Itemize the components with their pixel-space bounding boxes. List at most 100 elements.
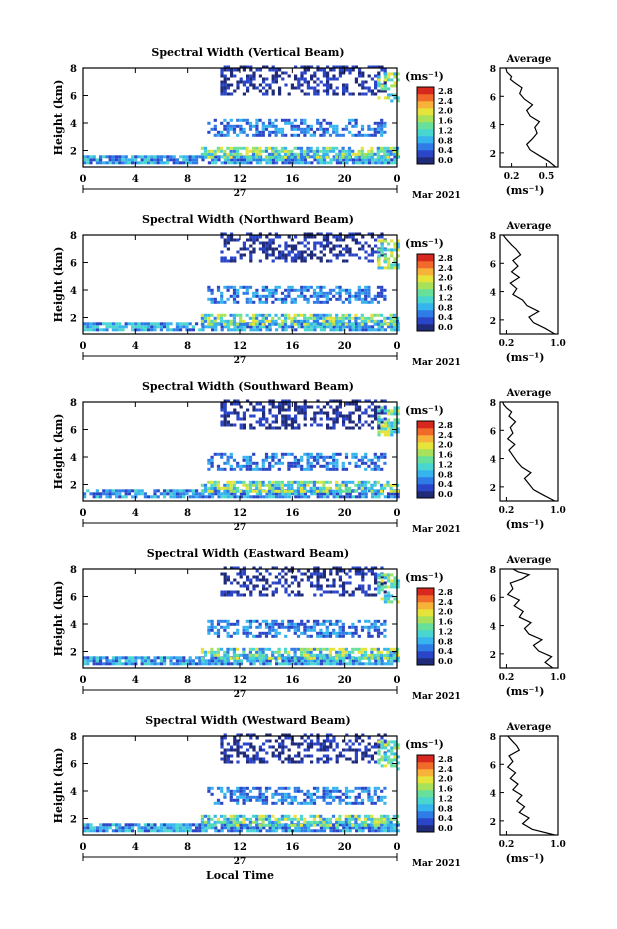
heatmap-cell bbox=[339, 659, 343, 663]
heatmap-cell bbox=[99, 823, 103, 827]
heatmap-cell bbox=[271, 420, 275, 424]
heatmap-cell bbox=[303, 77, 307, 81]
heatmap-cell bbox=[281, 417, 285, 421]
heatmap-cell bbox=[147, 158, 151, 162]
heatmap-cell bbox=[216, 801, 221, 805]
heatmap-cell bbox=[115, 161, 119, 165]
heatmap-cell bbox=[179, 325, 183, 329]
average-y-tick-label: 2 bbox=[490, 818, 496, 828]
heatmap-cell bbox=[284, 826, 288, 830]
heatmap-cell bbox=[258, 593, 262, 597]
heatmap-cell bbox=[284, 158, 288, 162]
heatmap-cell bbox=[374, 408, 378, 412]
heatmap-cell bbox=[191, 829, 195, 833]
heatmap-cell bbox=[175, 659, 179, 663]
heatmap-cell bbox=[262, 414, 266, 418]
heatmap-cell bbox=[361, 590, 365, 594]
heatmap-cell bbox=[280, 625, 285, 629]
heatmap-cell bbox=[393, 158, 397, 162]
heatmap-cell bbox=[351, 238, 355, 242]
heatmap-cell bbox=[387, 743, 391, 747]
heatmap-cell bbox=[143, 158, 147, 162]
heatmap-cell bbox=[377, 662, 381, 666]
heatmap-cell bbox=[313, 417, 317, 421]
heatmap-cell bbox=[389, 650, 393, 654]
heatmap-cell bbox=[95, 656, 99, 660]
heatmap-cell bbox=[232, 792, 237, 796]
heatmap-cell bbox=[303, 628, 307, 632]
heatmap-cell bbox=[236, 789, 240, 793]
heatmap-cell bbox=[310, 65, 314, 69]
heatmap-cell bbox=[367, 161, 371, 165]
heatmap-cell bbox=[300, 622, 304, 626]
heatmap-cell bbox=[274, 622, 278, 626]
heatmap-cell bbox=[220, 121, 224, 125]
heatmap-cell bbox=[338, 133, 342, 137]
heatmap-cell bbox=[377, 492, 381, 496]
heatmap-cell bbox=[163, 495, 167, 499]
colorbar-swatch bbox=[417, 442, 434, 450]
heatmap-cell bbox=[223, 656, 227, 660]
heatmap-cell bbox=[230, 161, 234, 165]
heatmap-cell bbox=[121, 158, 125, 162]
heatmap-cell bbox=[245, 786, 249, 790]
heatmap-cell bbox=[255, 319, 259, 323]
heatmap-cell bbox=[354, 423, 358, 427]
heatmap-cell bbox=[220, 789, 224, 793]
heatmap-cell bbox=[223, 420, 227, 424]
heatmap-cell bbox=[166, 322, 170, 326]
heatmap-cell bbox=[131, 158, 135, 162]
heatmap-cell bbox=[319, 149, 323, 153]
heatmap-cell bbox=[376, 285, 381, 289]
heatmap-cell bbox=[380, 746, 384, 750]
heatmap-cell bbox=[239, 495, 243, 499]
heatmap-cell bbox=[134, 158, 138, 162]
colorbar-tick-label: 1.6 bbox=[438, 451, 453, 461]
heatmap-cell bbox=[387, 418, 391, 422]
heatmap-cell bbox=[379, 653, 384, 657]
x-tick-label: 0 bbox=[80, 675, 87, 686]
heatmap-cell bbox=[345, 83, 349, 87]
heatmap-cell bbox=[341, 647, 345, 651]
heatmap-cell bbox=[271, 823, 275, 827]
heatmap-cell bbox=[242, 489, 246, 493]
heatmap-cell bbox=[335, 653, 339, 657]
heatmap-cell bbox=[258, 420, 262, 424]
heatmap-cell bbox=[316, 786, 320, 790]
heatmap-cell bbox=[338, 68, 342, 72]
heatmap-cell bbox=[236, 238, 240, 242]
heatmap-cell bbox=[239, 319, 243, 323]
heatmap-cell bbox=[220, 405, 224, 409]
heatmap-cell bbox=[179, 826, 183, 830]
heatmap-cell bbox=[261, 801, 265, 805]
panel-title: Spectral Width (Westward Beam) bbox=[145, 714, 350, 727]
colorbar-tick-label: 1.6 bbox=[438, 785, 453, 795]
heatmap-cell bbox=[342, 423, 346, 427]
heatmap-cell bbox=[303, 662, 307, 666]
heatmap-cell bbox=[140, 161, 144, 165]
heatmap-cell bbox=[338, 285, 342, 289]
heatmap-cell bbox=[213, 452, 217, 456]
heatmap-cell bbox=[207, 619, 211, 623]
heatmap-cell bbox=[261, 792, 265, 796]
heatmap-cell bbox=[335, 619, 339, 623]
heatmap-cell bbox=[328, 313, 332, 317]
heatmap-cell bbox=[367, 89, 371, 93]
heatmap-cell bbox=[383, 600, 387, 604]
heatmap-cell bbox=[360, 461, 365, 465]
heatmap-cell bbox=[268, 68, 272, 72]
heatmap-cell bbox=[111, 659, 115, 663]
heatmap-cell bbox=[227, 662, 231, 666]
heatmap-cell bbox=[210, 823, 214, 827]
heatmap-cell bbox=[83, 155, 87, 159]
heatmap-cell bbox=[185, 492, 189, 496]
heatmap-cell bbox=[239, 575, 243, 579]
heatmap-cell bbox=[95, 495, 99, 499]
heatmap-cell bbox=[268, 622, 272, 626]
heatmap-cell bbox=[153, 325, 157, 329]
heatmap-cell bbox=[332, 65, 336, 69]
heatmap-cell bbox=[258, 792, 262, 796]
heatmap-cell bbox=[291, 659, 295, 663]
heatmap-cell bbox=[239, 127, 243, 131]
heatmap-cell bbox=[396, 242, 400, 246]
